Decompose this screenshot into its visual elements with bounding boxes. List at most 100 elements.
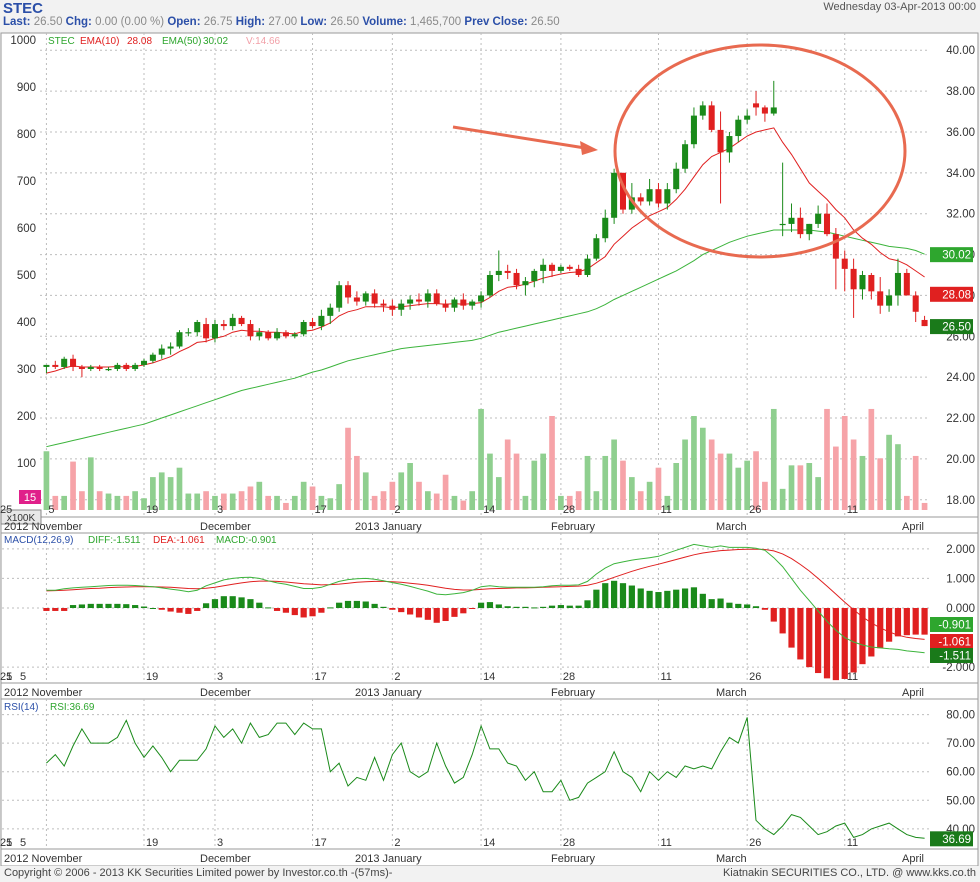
volume-bar <box>389 481 396 510</box>
macd-bar <box>327 607 334 609</box>
volume-bar <box>584 455 591 510</box>
candle-body <box>549 264 556 271</box>
volume-bar <box>593 491 600 510</box>
volume-bar <box>895 444 901 510</box>
volume-bar <box>886 434 892 510</box>
candle-body <box>96 366 103 369</box>
volume-tick-label: 100 <box>17 458 36 470</box>
volume-bar <box>105 493 112 510</box>
month-label: 2012 November <box>4 521 83 533</box>
candle-body <box>327 307 334 316</box>
macd-bar <box>646 590 653 608</box>
volume-bar <box>416 481 422 510</box>
month-label: December <box>200 853 251 865</box>
volume-bar <box>779 488 786 510</box>
candle-body <box>52 364 59 367</box>
x-tick-label: 2 <box>394 671 400 683</box>
month-label: March <box>716 687 747 699</box>
x-tick-label: 17 <box>315 837 327 849</box>
month-label: 2013 January <box>355 853 422 865</box>
volume-bar <box>629 477 635 510</box>
candle-body <box>593 238 600 259</box>
month-label: February <box>551 521 596 533</box>
macd-bar <box>61 608 68 611</box>
candle-body <box>362 293 369 302</box>
candle-body <box>229 317 236 327</box>
x-tick-label: 11 <box>847 504 858 516</box>
quote-header: STEC Wednesday 03-Apr-2013 00:00 Last: 2… <box>0 0 980 32</box>
candle-body <box>415 299 422 302</box>
volume-bar <box>300 481 307 510</box>
macd-bar <box>353 600 360 608</box>
candle-body <box>894 272 901 296</box>
x-tick-label: 28 <box>563 504 575 516</box>
candle-body <box>203 324 210 339</box>
volume-bar <box>274 495 280 510</box>
high-label: High: <box>235 16 266 28</box>
price-tick-label: 22.00 <box>946 413 975 425</box>
macd-bar <box>894 608 902 637</box>
month-label: April <box>902 853 924 865</box>
volume-value: 1,465,700 <box>410 16 462 28</box>
legend-ema10: EMA(10) <box>80 36 119 47</box>
macd-bar <box>513 606 520 608</box>
macd-bar <box>699 593 706 608</box>
candle-body <box>185 332 192 334</box>
volume-tick-label: 900 <box>17 82 36 94</box>
x-tick-label: 2 <box>394 504 400 516</box>
macd-bar <box>664 590 671 608</box>
volume-bar <box>61 495 68 510</box>
volume-bar <box>487 453 493 510</box>
panel-frame <box>0 682 979 700</box>
candle-body <box>407 299 414 304</box>
macd-bar <box>797 608 804 660</box>
volume-bar <box>770 408 777 510</box>
macd-bar <box>744 604 751 608</box>
macd-bar <box>114 603 121 608</box>
candle-body <box>655 189 662 204</box>
macd-bar <box>43 608 50 611</box>
macd-bar <box>708 599 715 608</box>
ema10-line <box>46 127 925 374</box>
macd-bar <box>486 602 494 608</box>
candle-body <box>850 268 857 290</box>
candle-body <box>531 270 538 282</box>
candle-body <box>921 319 928 327</box>
candle-body <box>380 303 387 306</box>
macd-bar <box>282 608 290 613</box>
macd-bar <box>655 592 662 608</box>
macd-bar <box>584 600 591 608</box>
candle-body <box>238 317 245 325</box>
candle-body <box>761 107 768 114</box>
candle-body <box>903 272 910 296</box>
macd-badge <box>930 634 973 649</box>
footer: Copyright © 2006 - 2013 KK Securities Li… <box>0 866 980 882</box>
volume-bar <box>433 493 440 510</box>
macd-bar <box>69 605 77 608</box>
volume-bar <box>504 439 511 510</box>
candle-body <box>841 258 848 269</box>
candle-body <box>673 168 680 190</box>
volume-bar <box>283 502 289 510</box>
prev-close-label: Prev Close: <box>464 16 528 28</box>
volume-bar <box>850 439 857 510</box>
volume-bar <box>646 481 653 510</box>
volume-bar <box>212 495 218 510</box>
candle-body <box>274 332 281 339</box>
candle-body <box>433 293 440 304</box>
macd-bar <box>123 604 130 608</box>
candle-body <box>744 115 751 120</box>
volume-bar <box>522 495 529 510</box>
legend-symbol: STEC <box>48 36 75 47</box>
macd-badge-label: -0.901 <box>938 620 971 632</box>
x-tick-label: 5 <box>48 504 54 516</box>
month-label: February <box>551 853 596 865</box>
candle-body <box>575 268 582 275</box>
candle-body <box>619 172 627 210</box>
macd-bar <box>788 608 795 648</box>
candle-body <box>140 360 148 365</box>
legend-ema10-value: 28.08 <box>127 36 152 47</box>
price-badge <box>930 247 973 263</box>
candle-body <box>815 213 822 224</box>
volume-bar <box>549 416 555 510</box>
